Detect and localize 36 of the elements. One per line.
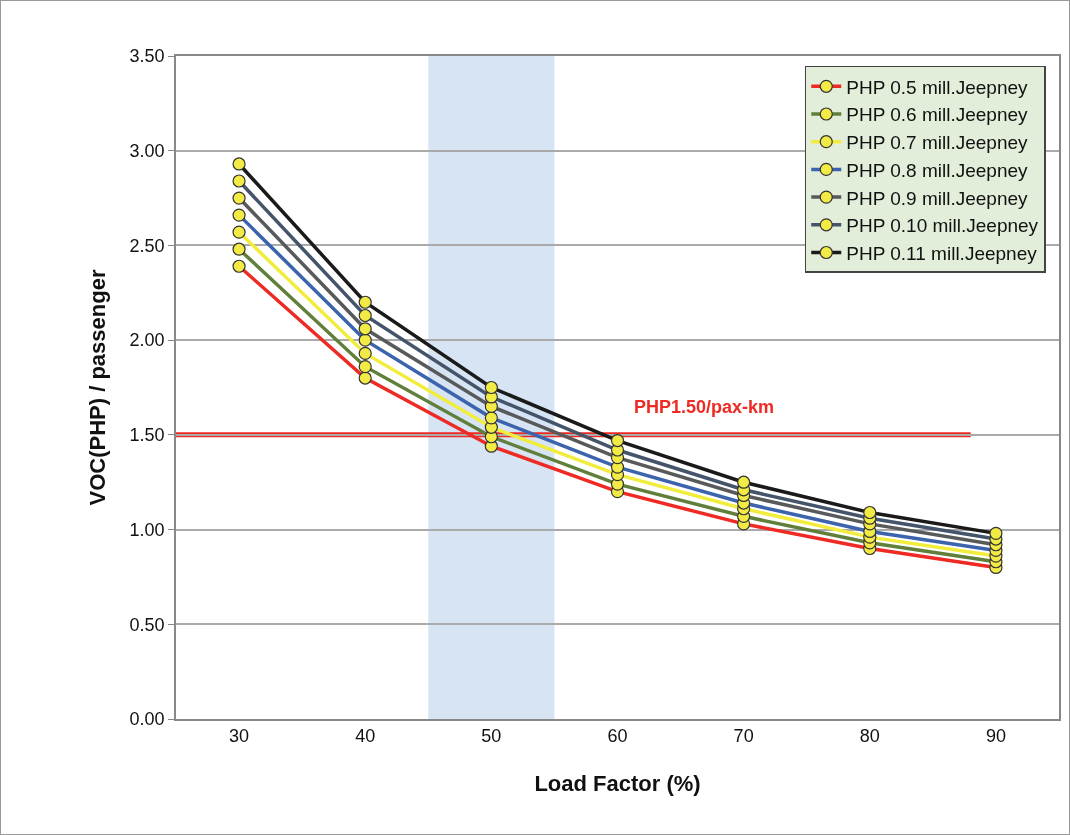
legend-label: PHP 0.6 mill.Jeepney <box>846 104 1029 126</box>
y-tick-label: 1.50 <box>129 425 165 446</box>
x-tick-label: 30 <box>229 726 250 747</box>
point <box>358 295 372 309</box>
point <box>737 475 751 489</box>
y-tick-label: 0.50 <box>129 614 165 635</box>
y-tick-label: 0.00 <box>129 709 165 730</box>
point <box>610 433 625 448</box>
x-tick-label: 40 <box>355 726 376 747</box>
point <box>232 225 246 239</box>
point <box>863 505 877 520</box>
x-tick-label: 70 <box>733 726 754 747</box>
point <box>484 380 498 395</box>
x-tick-label: 90 <box>985 726 1006 747</box>
legend-label: PHP 0.10 mill.Jeepney <box>846 215 1039 237</box>
x-axis-title: Load Factor (%) <box>534 770 701 796</box>
x-tick-label: 50 <box>481 726 502 747</box>
point <box>232 191 246 205</box>
y-tick-label: 3.00 <box>129 141 165 162</box>
y-tick-label: 1.00 <box>129 519 165 540</box>
point <box>232 157 246 171</box>
legend-label: PHP 0.9 mill.Jeepney <box>846 187 1029 209</box>
y-tick-label: 3.50 <box>129 46 165 67</box>
x-tick-label: 60 <box>607 726 628 747</box>
y-tick-label: 2.50 <box>129 235 165 256</box>
x-tick-label: 80 <box>859 726 880 747</box>
y-axis-title: VOC(PHP) / passenger <box>84 269 110 506</box>
point <box>358 346 372 360</box>
legend-label: PHP 0.5 mill.Jeepney <box>846 76 1029 98</box>
point <box>358 322 372 336</box>
legend-label: PHP 0.11 mill.Jeepney <box>846 242 1038 264</box>
legend-label: PHP 0.7 mill.Jeepney <box>846 132 1029 154</box>
legend-label: PHP 0.8 mill.Jeepney <box>846 159 1029 181</box>
point <box>989 526 1003 540</box>
ref-line-label: PHP1.50/pax-km <box>634 397 775 417</box>
y-tick-label: 2.00 <box>129 330 165 351</box>
